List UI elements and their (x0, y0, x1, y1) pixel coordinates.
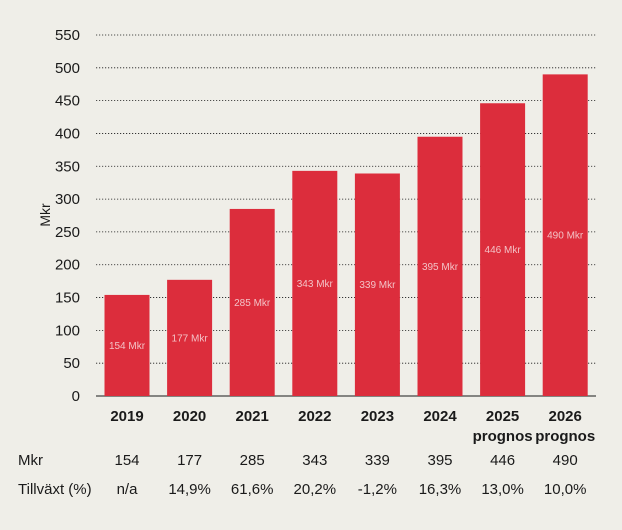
table-cell: 339 (364, 452, 390, 469)
table-cell: 285 (239, 452, 265, 469)
y-tick-label: 450 (55, 93, 80, 110)
x-tick-label: 2020 (173, 408, 206, 425)
x-tick-sublabel: prognos (535, 428, 595, 445)
x-tick-label: 2026 (549, 408, 582, 425)
y-tick-label: 500 (55, 60, 80, 77)
x-tick-sublabel: prognos (473, 428, 533, 445)
x-tick-label: 2021 (236, 408, 269, 425)
table-row: Tillväxt (%) n/a 14,9% 61,6% 20,2% -1,2% 16,3%… (0, 481, 622, 501)
bar (167, 279, 213, 396)
y-tick-label: 250 (55, 224, 80, 241)
x-tick-label: 2019 (110, 408, 143, 425)
table-cell: 20,2% (293, 481, 337, 498)
table-cell: 177 (177, 452, 203, 469)
bar-data-labels: 154 Mkr 177 Mkr 285 Mkr 343 Mkr 339 Mkr 395 M… (109, 231, 584, 352)
table-cell: 61,6% (230, 481, 274, 498)
bar (292, 170, 338, 396)
table-row-label: Tillväxt (%) (18, 481, 92, 498)
y-axis-ticks: 0 50 100 150 200 250 300 350 400 450 500 550 (55, 27, 80, 405)
y-tick-label: 50 (63, 355, 80, 372)
bar-data-label: 339 Mkr (359, 280, 396, 291)
bar (480, 103, 526, 397)
x-tick-label: 2022 (298, 408, 331, 425)
bar-data-label: 395 Mkr (422, 262, 459, 273)
gridlines (96, 34, 596, 397)
table-cell: n/a (116, 481, 138, 498)
bar-data-label: 285 Mkr (234, 298, 271, 309)
y-tick-label: 100 (55, 322, 80, 339)
y-tick-label: 150 (55, 290, 80, 307)
table-cell: 154 (114, 452, 140, 469)
bar-data-label: 154 Mkr (109, 341, 146, 352)
bars (104, 74, 588, 397)
x-tick-label: 2025 (486, 408, 519, 425)
table-cell: 395 (427, 452, 453, 469)
bar-data-label: 343 Mkr (297, 279, 334, 290)
table-row: Mkr 154 177 285 343 339 395 446 490 (0, 452, 622, 472)
bar (354, 173, 400, 396)
y-tick-label: 350 (55, 158, 80, 175)
y-tick-label: 0 (72, 388, 80, 405)
x-axis-ticks: 2019 2020 2021 2022 2023 2024 2025 prognos 2026 p… (110, 408, 595, 445)
table-cell: 446 (490, 452, 516, 469)
bar (229, 208, 275, 396)
table-row-label: Mkr (18, 452, 43, 469)
y-tick-label: 550 (55, 27, 80, 44)
bar-data-label: 446 Mkr (485, 245, 522, 256)
table-cell: 343 (302, 452, 328, 469)
table-cell: 490 (552, 452, 578, 469)
table-cell: -1,2% (357, 481, 397, 498)
y-tick-label: 300 (55, 191, 80, 208)
y-tick-label: 200 (55, 257, 80, 274)
bar-data-label: 490 Mkr (547, 231, 584, 242)
x-tick-label: 2023 (361, 408, 394, 425)
bar (542, 74, 588, 396)
bar-data-label: 177 Mkr (172, 333, 209, 344)
y-tick-label: 400 (55, 125, 80, 142)
table-cell: 16,3% (418, 481, 462, 498)
table-cell: 10,0% (543, 481, 587, 498)
bar (417, 136, 463, 396)
table-cell: 14,9% (168, 481, 211, 498)
bar (104, 294, 150, 396)
table-cell: 13,0% (481, 481, 524, 498)
x-tick-label: 2024 (423, 408, 457, 425)
y-axis-label: Mkr (37, 203, 53, 227)
